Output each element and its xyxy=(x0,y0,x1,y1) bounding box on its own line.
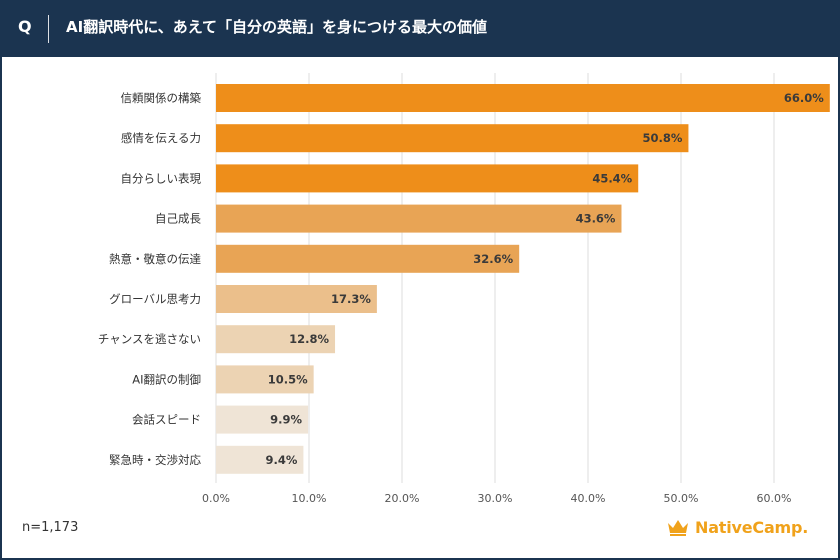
x-tick-label: 50.0% xyxy=(664,492,699,505)
value-label: 66.0% xyxy=(784,91,824,105)
x-tick-label: 60.0% xyxy=(757,492,792,505)
value-label: 9.4% xyxy=(266,453,298,467)
value-label: 32.6% xyxy=(473,252,513,266)
bar xyxy=(216,124,689,153)
bar xyxy=(216,285,377,313)
brand-logo: NativeCamp. xyxy=(666,516,808,538)
category-label: 緊急時・交渉対応 xyxy=(109,453,201,467)
x-tick-label: 40.0% xyxy=(571,492,606,505)
value-label: 45.4% xyxy=(592,171,632,185)
header-divider xyxy=(48,15,49,43)
category-label: チャンスを逃さない xyxy=(98,332,201,346)
category-label: AI翻訳の制御 xyxy=(132,372,201,386)
bar xyxy=(216,325,336,354)
bar xyxy=(216,84,830,112)
bar xyxy=(216,365,314,394)
bar xyxy=(216,164,639,193)
value-label: 12.8% xyxy=(289,332,329,346)
bar xyxy=(216,405,309,434)
category-label: 信頼関係の構築 xyxy=(121,91,202,105)
category-label: 感情を伝える力 xyxy=(121,131,201,145)
question-label: Q xyxy=(18,17,32,36)
x-tick-label: 10.0% xyxy=(292,492,327,505)
value-label: 9.9% xyxy=(270,413,302,427)
value-label: 43.6% xyxy=(576,212,616,226)
category-label: 会話スピード xyxy=(132,413,201,427)
x-tick-label: 30.0% xyxy=(478,492,513,505)
bar xyxy=(216,204,622,233)
question-title: AI翻訳時代に、あえて「自分の英語」を身につける最大の価値 xyxy=(66,18,487,36)
category-label: 自己成長 xyxy=(155,212,201,226)
category-label: 熱意・敬意の伝達 xyxy=(109,252,201,266)
value-label: 17.3% xyxy=(331,292,371,306)
value-label: 50.8% xyxy=(643,131,683,145)
value-label: 10.5% xyxy=(268,372,308,386)
crown-icon xyxy=(668,520,688,536)
x-tick-label: 20.0% xyxy=(385,492,420,505)
sample-size: n=1,173 xyxy=(22,520,79,535)
bar xyxy=(216,244,520,273)
bar xyxy=(216,445,304,474)
x-tick-label: 0.0% xyxy=(202,492,230,505)
question-header: Q AI翻訳時代に、あえて「自分の英語」を身につける最大の価値 xyxy=(2,0,840,57)
brand-name: NativeCamp. xyxy=(695,517,809,537)
category-label: グローバル思考力 xyxy=(109,292,201,306)
category-label: 自分らしい表現 xyxy=(121,171,202,185)
